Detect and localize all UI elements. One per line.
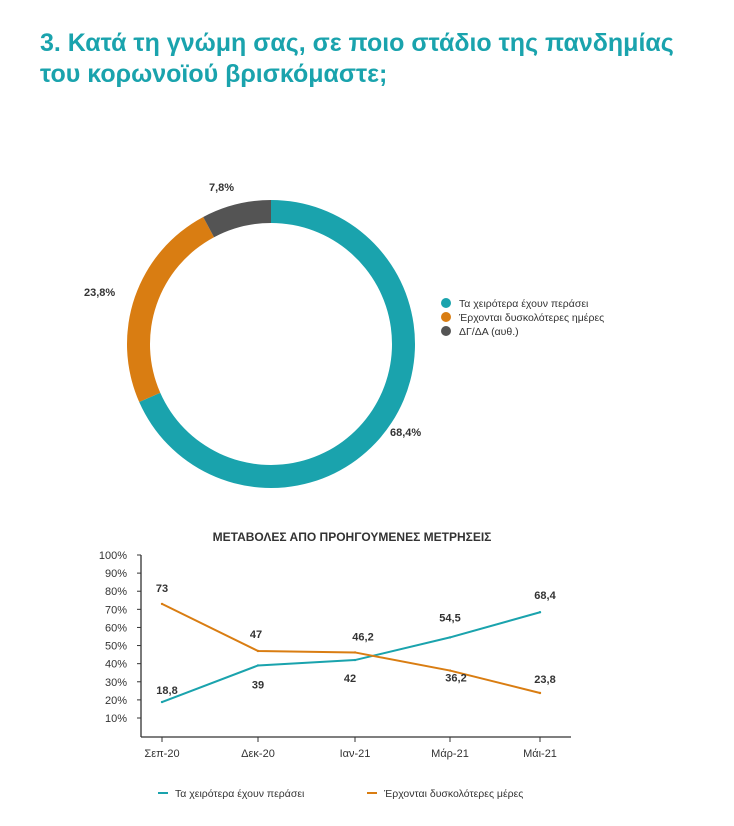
donut-legend-marker-3 <box>441 326 451 336</box>
donut-legend-label-1: Τα χειρότερα έχουν περάσει <box>459 298 589 310</box>
y-tick-label-3: 80% <box>105 586 127 598</box>
series-line-1 <box>161 611 541 703</box>
series-1-point-3 <box>353 658 357 662</box>
series-1-data-label-2: 39 <box>252 679 264 691</box>
y-tick-label-2: 90% <box>105 568 127 580</box>
title-line-2: του κορωνοϊού βρισκόμαστε; <box>40 60 388 88</box>
series-2-point-5 <box>538 691 542 695</box>
series-2-data-label-4: 36,2 <box>445 673 466 685</box>
line-chart-title: ΜΕΤΑΒΟΛΕΣ ΑΠΟ ΠΡΟΗΓΟΥΜΕΝΕΣ ΜΕΤΡΗΣΕΙΣ <box>213 530 492 544</box>
series-2-point-4 <box>448 669 452 672</box>
donut-data-label-1: 68,4% <box>390 427 421 439</box>
y-tick-label-5: 60% <box>105 622 127 634</box>
series-2-data-label-5: 23,8 <box>534 674 555 686</box>
y-tick-label-10: 10% <box>105 713 127 725</box>
series-1-data-label-1: 18,8 <box>156 685 177 697</box>
title-line-1: 3. Κατά τη γνώμη σας, σε ποιο στάδιο της… <box>40 29 674 57</box>
x-tick-label-5: Μάι-21 <box>523 748 557 760</box>
y-tick-label-8: 30% <box>105 677 127 689</box>
series-2-data-label-1: 73 <box>156 583 168 595</box>
x-tick-label-4: Μάρ-21 <box>431 748 469 760</box>
series-1-point-4 <box>448 636 452 639</box>
donut-legend-marker-1 <box>441 298 451 308</box>
y-tick-label-9: 20% <box>105 695 127 707</box>
series-2-data-label-2: 47 <box>250 629 262 641</box>
series-2-data-label-3: 46,2 <box>352 631 373 643</box>
line-legend-label-2: Έρχονται δυσκολότερες μέρες <box>383 788 523 800</box>
donut-legend-marker-2 <box>441 312 451 322</box>
series-1-point-2 <box>256 664 260 667</box>
series-1-data-label-3: 42 <box>344 673 356 685</box>
x-tick-label-1: Σεπ-20 <box>144 748 179 760</box>
donut-data-label-2: 23,8% <box>84 287 115 299</box>
y-tick-label-6: 50% <box>105 641 127 653</box>
y-tick-label-1: 100% <box>99 550 127 562</box>
donut-legend-label-2: Έρχονται δυσκολότερες ημέρες <box>458 312 604 324</box>
x-tick-label-2: Δεκ-20 <box>241 748 275 760</box>
series-1-data-label-5: 68,4 <box>534 590 556 602</box>
series-1-point-5 <box>538 611 542 614</box>
y-tick-label-7: 40% <box>105 659 127 671</box>
series-1-point-1 <box>160 700 164 704</box>
x-tick-label-3: Ιαν-21 <box>340 748 371 760</box>
series-2-point-1 <box>160 602 164 606</box>
series-2-point-2 <box>256 649 260 653</box>
series-1-data-label-4: 54,5 <box>439 612 460 624</box>
donut-slice-3 <box>203 200 271 238</box>
donut-data-label-3: 7,8% <box>209 182 234 194</box>
donut-slice-2 <box>127 216 215 403</box>
line-legend-label-1: Τα χειρότερα έχουν περάσει <box>175 788 305 800</box>
series-2-point-3 <box>353 651 357 654</box>
page-title: 3. Κατά τη γνώμη σας, σε ποιο στάδιο της… <box>40 28 720 90</box>
donut-chart: 68,4% 23,8% 7,8% Τα χειρότερα έχουν περάσει… <box>84 182 604 488</box>
y-tick-label-4: 70% <box>105 604 127 616</box>
donut-legend-label-3: ΔΓ/ΔΑ (αυθ.) <box>459 326 519 338</box>
